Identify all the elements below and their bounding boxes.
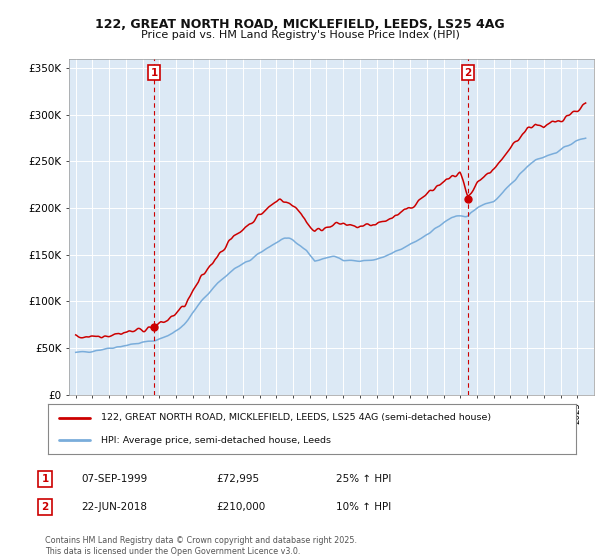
Text: 1: 1: [41, 474, 49, 484]
Text: Contains HM Land Registry data © Crown copyright and database right 2025.
This d: Contains HM Land Registry data © Crown c…: [45, 536, 357, 556]
Text: HPI: Average price, semi-detached house, Leeds: HPI: Average price, semi-detached house,…: [101, 436, 331, 445]
Text: 2: 2: [464, 68, 472, 78]
Text: 2: 2: [41, 502, 49, 512]
Text: 10% ↑ HPI: 10% ↑ HPI: [336, 502, 391, 512]
Text: 122, GREAT NORTH ROAD, MICKLEFIELD, LEEDS, LS25 4AG: 122, GREAT NORTH ROAD, MICKLEFIELD, LEED…: [95, 18, 505, 31]
Text: Price paid vs. HM Land Registry's House Price Index (HPI): Price paid vs. HM Land Registry's House …: [140, 30, 460, 40]
Text: 25% ↑ HPI: 25% ↑ HPI: [336, 474, 391, 484]
Text: 1: 1: [151, 68, 158, 78]
Text: 07-SEP-1999: 07-SEP-1999: [81, 474, 147, 484]
Text: 122, GREAT NORTH ROAD, MICKLEFIELD, LEEDS, LS25 4AG (semi-detached house): 122, GREAT NORTH ROAD, MICKLEFIELD, LEED…: [101, 413, 491, 422]
Text: £210,000: £210,000: [216, 502, 265, 512]
Text: 22-JUN-2018: 22-JUN-2018: [81, 502, 147, 512]
Text: £72,995: £72,995: [216, 474, 259, 484]
